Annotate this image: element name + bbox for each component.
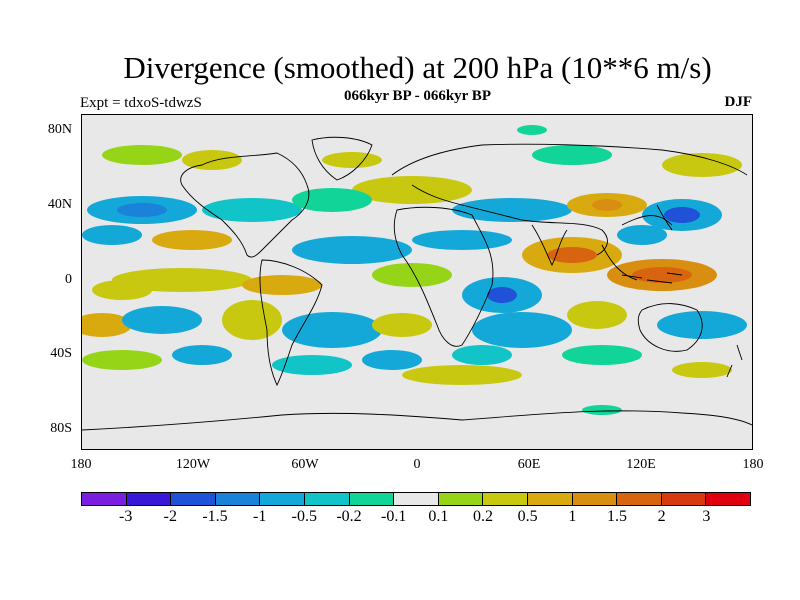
- lon-label-0: 0: [413, 457, 421, 472]
- lon-label-60e: 60E: [517, 457, 541, 472]
- lon-label-60w: 60W: [291, 457, 319, 472]
- legend-color-cell: [527, 493, 573, 505]
- lat-label-0: 0: [65, 272, 72, 287]
- lon-label-180w: 180: [70, 457, 92, 472]
- season-label: DJF: [724, 94, 753, 110]
- legend-label: -2: [163, 508, 177, 525]
- legend-label: -0.2: [336, 508, 362, 525]
- lon-label-120w: 120W: [175, 457, 211, 472]
- divergence-map: [81, 114, 753, 450]
- legend-color-cell: [572, 493, 618, 505]
- legend-label: 1: [568, 508, 577, 525]
- legend-color-cell: [661, 493, 707, 505]
- legend-label: 2: [657, 508, 666, 525]
- plot-title: Divergence (smoothed) at 200 hPa (10**6 …: [123, 50, 712, 85]
- lat-label-80s: 80S: [50, 421, 72, 436]
- color-legend-bar: [81, 492, 751, 506]
- legend-color-cell: [394, 493, 439, 505]
- lat-label-40s: 40S: [50, 346, 72, 361]
- legend-color-cell: [438, 493, 484, 505]
- legend-label: -0.1: [380, 508, 407, 525]
- legend-label: -1: [252, 508, 267, 525]
- legend-color-cell: [260, 493, 305, 505]
- legend-color-cell: [215, 493, 261, 505]
- legend-color-cell: [126, 493, 172, 505]
- legend-color-cell: [304, 493, 350, 505]
- lat-label-40n: 40N: [47, 197, 72, 212]
- divergence-field: [82, 125, 747, 415]
- legend-color-cell: [349, 493, 395, 505]
- legend-color-cell: [82, 493, 127, 505]
- legend-label: 3: [702, 508, 711, 525]
- legend-color-cell: [617, 493, 662, 505]
- legend-label: -1.5: [202, 508, 228, 525]
- legend-label: -0.5: [291, 508, 317, 525]
- legend-color-cell: [171, 493, 216, 505]
- experiment-label: Expt = tdxoS-tdwzS: [80, 95, 202, 111]
- legend-label: 0.2: [473, 508, 493, 525]
- legend-label: -3: [118, 508, 133, 525]
- coastlines: [82, 136, 752, 431]
- lon-label-120e: 120E: [626, 457, 656, 472]
- legend-color-cell: [483, 493, 528, 505]
- plot-subtitle: 066kyr BP - 066kyr BP: [344, 88, 491, 104]
- lat-label-80n: 80N: [47, 122, 72, 137]
- legend-label: 0.1: [428, 508, 449, 525]
- lon-label-180e: 180: [742, 457, 764, 472]
- legend-label: 0.5: [517, 508, 538, 525]
- legend-label: 1.5: [607, 508, 627, 525]
- legend-color-cell: [706, 493, 750, 505]
